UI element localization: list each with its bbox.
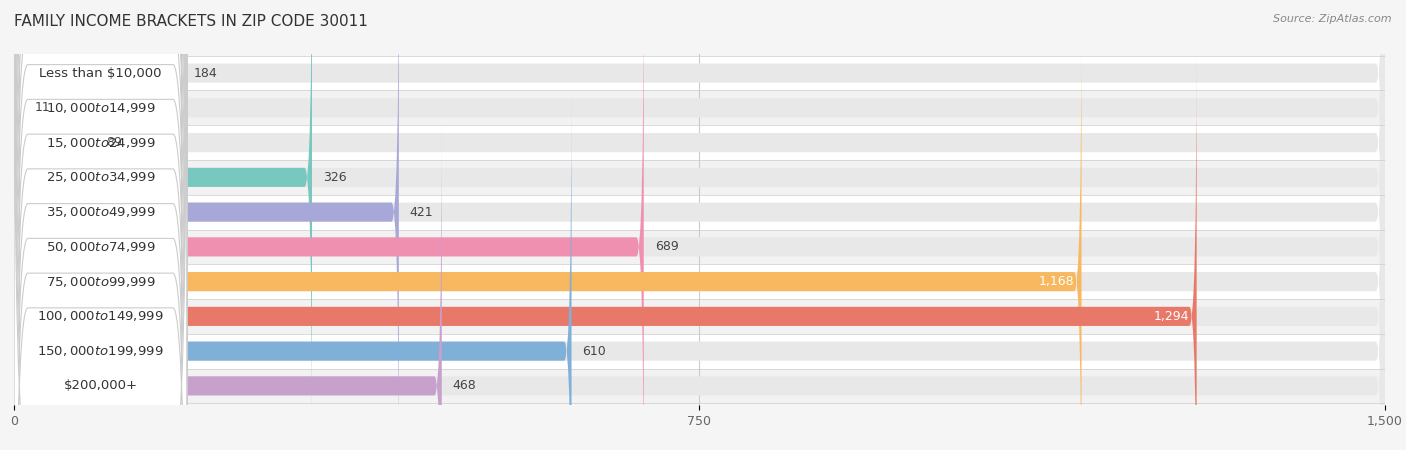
FancyBboxPatch shape xyxy=(14,0,399,450)
Text: $100,000 to $149,999: $100,000 to $149,999 xyxy=(37,310,163,324)
Text: $200,000+: $200,000+ xyxy=(63,379,138,392)
Text: Source: ZipAtlas.com: Source: ZipAtlas.com xyxy=(1274,14,1392,23)
FancyBboxPatch shape xyxy=(14,83,571,450)
Text: $15,000 to $24,999: $15,000 to $24,999 xyxy=(45,135,155,149)
FancyBboxPatch shape xyxy=(14,299,1385,334)
FancyBboxPatch shape xyxy=(14,0,96,411)
Text: 610: 610 xyxy=(582,345,606,358)
FancyBboxPatch shape xyxy=(14,0,187,450)
Text: FAMILY INCOME BRACKETS IN ZIP CODE 30011: FAMILY INCOME BRACKETS IN ZIP CODE 30011 xyxy=(14,14,368,28)
FancyBboxPatch shape xyxy=(14,0,1385,450)
FancyBboxPatch shape xyxy=(14,0,1385,450)
FancyBboxPatch shape xyxy=(14,0,24,272)
FancyBboxPatch shape xyxy=(14,230,1385,264)
FancyBboxPatch shape xyxy=(14,334,1385,369)
Text: $75,000 to $99,999: $75,000 to $99,999 xyxy=(45,274,155,288)
FancyBboxPatch shape xyxy=(14,48,1197,450)
FancyBboxPatch shape xyxy=(14,0,187,450)
FancyBboxPatch shape xyxy=(14,56,1385,90)
Text: 689: 689 xyxy=(655,240,679,253)
FancyBboxPatch shape xyxy=(14,0,187,450)
Text: $10,000 to $14,999: $10,000 to $14,999 xyxy=(45,101,155,115)
FancyBboxPatch shape xyxy=(14,0,312,446)
FancyBboxPatch shape xyxy=(14,0,187,450)
Text: 1,294: 1,294 xyxy=(1154,310,1189,323)
FancyBboxPatch shape xyxy=(14,0,1385,450)
FancyBboxPatch shape xyxy=(14,369,1385,403)
Text: 11: 11 xyxy=(35,101,51,114)
FancyBboxPatch shape xyxy=(14,0,1385,450)
Text: Less than $10,000: Less than $10,000 xyxy=(39,67,162,80)
FancyBboxPatch shape xyxy=(14,125,1385,160)
FancyBboxPatch shape xyxy=(14,160,1385,195)
FancyBboxPatch shape xyxy=(14,13,1081,450)
FancyBboxPatch shape xyxy=(14,0,187,450)
FancyBboxPatch shape xyxy=(14,117,441,450)
FancyBboxPatch shape xyxy=(14,0,187,450)
FancyBboxPatch shape xyxy=(14,0,187,450)
FancyBboxPatch shape xyxy=(14,0,1385,446)
Text: $35,000 to $49,999: $35,000 to $49,999 xyxy=(45,205,155,219)
Text: 89: 89 xyxy=(107,136,122,149)
Text: $50,000 to $74,999: $50,000 to $74,999 xyxy=(45,240,155,254)
FancyBboxPatch shape xyxy=(14,0,1385,450)
FancyBboxPatch shape xyxy=(14,0,187,450)
Text: $150,000 to $199,999: $150,000 to $199,999 xyxy=(37,344,163,358)
FancyBboxPatch shape xyxy=(14,0,183,342)
FancyBboxPatch shape xyxy=(14,90,1385,125)
FancyBboxPatch shape xyxy=(14,0,187,450)
FancyBboxPatch shape xyxy=(14,0,1385,411)
Text: 326: 326 xyxy=(323,171,347,184)
Text: 421: 421 xyxy=(409,206,433,219)
FancyBboxPatch shape xyxy=(14,264,1385,299)
Text: 468: 468 xyxy=(453,379,477,392)
FancyBboxPatch shape xyxy=(14,0,187,450)
FancyBboxPatch shape xyxy=(14,48,1385,450)
FancyBboxPatch shape xyxy=(14,0,644,450)
FancyBboxPatch shape xyxy=(14,13,1385,450)
Text: $25,000 to $34,999: $25,000 to $34,999 xyxy=(45,171,155,184)
FancyBboxPatch shape xyxy=(14,195,1385,230)
FancyBboxPatch shape xyxy=(14,0,1385,450)
Text: 1,168: 1,168 xyxy=(1039,275,1074,288)
Text: 184: 184 xyxy=(193,67,217,80)
